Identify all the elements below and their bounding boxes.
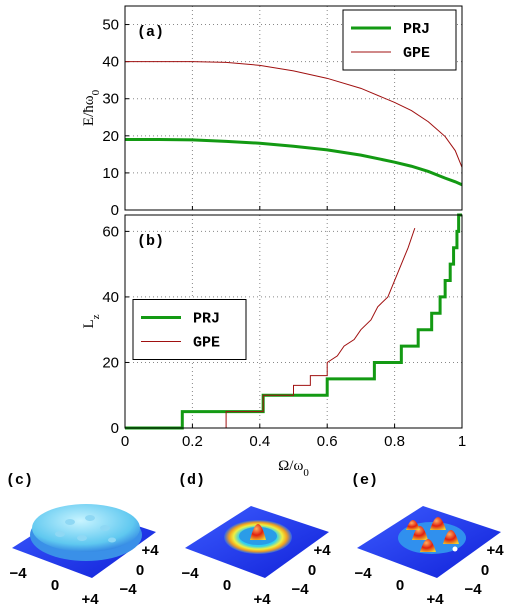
data-line	[125, 213, 462, 430]
inset-tick: 0	[223, 577, 231, 594]
legend-box	[132, 299, 247, 360]
inset-label: (e)	[351, 472, 378, 489]
y-axis-label: E/ħω0	[81, 89, 102, 126]
y-axis-label-main: E/ħω	[81, 95, 97, 126]
legend-label: GPE	[403, 45, 430, 62]
y-tick-label: 30	[102, 91, 119, 108]
inset-tick: −4	[291, 581, 309, 598]
y-tick-label: 40	[102, 54, 119, 71]
axes-frame	[124, 5, 463, 211]
inset-tick: 0	[308, 562, 316, 579]
y-tick-label: 0	[111, 202, 119, 219]
y-axis-label-main: L	[81, 319, 97, 328]
y-axis-label-sub: z	[90, 314, 102, 319]
x-axis-label-main: Ω/ω	[278, 458, 303, 474]
x-tick-label: 0.2	[182, 433, 203, 450]
inset-tick: +4	[141, 542, 159, 559]
inset-label: (c)	[6, 472, 33, 489]
inset-c-surface	[12, 504, 156, 578]
y-tick-label: 20	[102, 354, 119, 371]
x-tick-label: 1	[458, 433, 466, 450]
x-tick-label: 0.4	[249, 433, 270, 450]
inset-tick: −4	[464, 581, 482, 598]
data-line	[125, 227, 416, 429]
y-tick-label: 10	[102, 165, 119, 182]
inset-tick: −4	[181, 565, 199, 582]
inset-tick: +4	[313, 542, 331, 559]
legend-box	[342, 9, 457, 71]
inset-tick: +4	[253, 591, 271, 608]
y-tick-label: 0	[111, 420, 119, 437]
inset-tick: −4	[119, 581, 137, 598]
inset-tick: −4	[354, 565, 372, 582]
x-tick-label: 0	[121, 433, 129, 450]
y-tick-label: 20	[102, 128, 119, 145]
y-tick-label: 60	[102, 223, 119, 240]
data-line	[125, 61, 463, 168]
x-tick-label: 0.6	[317, 433, 338, 450]
inset-tick: +4	[426, 591, 444, 608]
y-axis-label-sub: 0	[90, 89, 102, 95]
inset-tick: 0	[396, 577, 404, 594]
inset-tick: 0	[136, 562, 144, 579]
axes-frame	[124, 214, 463, 429]
y-tick-label: 40	[102, 289, 119, 306]
legend-label: PRJ	[403, 21, 430, 38]
inset-tick: +4	[486, 542, 504, 559]
x-tick-label: 0.8	[384, 433, 405, 450]
data-line	[125, 138, 463, 187]
inset-tick: +4	[81, 591, 99, 608]
inset-label: (d)	[178, 472, 205, 489]
panel-label: (b)	[137, 233, 164, 250]
x-axis-label: Ω/ω0	[278, 458, 309, 479]
inset-tick: 0	[51, 577, 59, 594]
legend-label: GPE	[193, 335, 220, 352]
inset-d-surface	[185, 506, 329, 578]
panel-label: (a)	[137, 24, 164, 41]
inset-e-surface	[357, 506, 501, 578]
legend-label: PRJ	[193, 311, 220, 328]
y-tick-label: 50	[102, 17, 119, 34]
y-axis-label: Lz	[81, 314, 102, 328]
inset-tick: −4	[9, 565, 27, 582]
x-axis-label-sub: 0	[303, 467, 309, 479]
inset-tick: 0	[481, 562, 489, 579]
